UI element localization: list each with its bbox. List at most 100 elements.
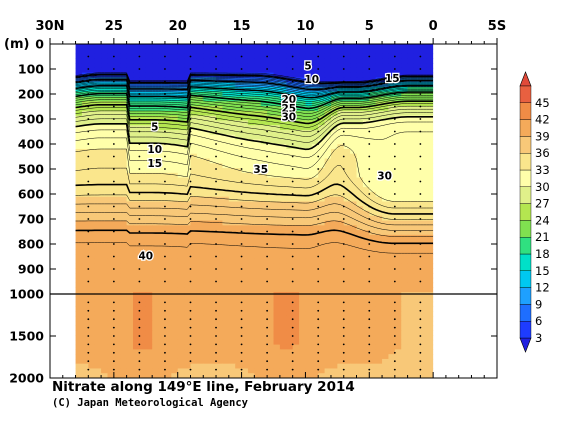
field-cell	[311, 91, 319, 98]
field-cell	[413, 53, 421, 59]
field-cell	[330, 373, 338, 378]
field-cell	[273, 182, 281, 188]
field-cell	[254, 363, 262, 370]
field-cell	[254, 220, 262, 226]
field-cell	[171, 58, 179, 64]
sample-dot	[368, 130, 371, 133]
field-cell	[369, 354, 377, 360]
field-cell	[350, 168, 358, 174]
y-tick-label: 2000	[9, 371, 44, 386]
field-cell	[305, 287, 313, 293]
field-cell	[305, 134, 313, 141]
field-cell	[145, 239, 153, 245]
field-cell	[273, 196, 281, 203]
field-cell	[407, 330, 415, 336]
field-cell	[171, 187, 179, 193]
field-cell	[120, 101, 128, 107]
field-cell	[382, 277, 390, 284]
field-cell	[107, 125, 115, 131]
field-cell	[171, 339, 179, 346]
field-cell	[120, 148, 128, 155]
field-cell	[113, 292, 121, 298]
field-cell	[420, 101, 428, 107]
field-cell	[260, 187, 268, 193]
field-cell	[362, 187, 370, 193]
field-cell	[318, 110, 326, 117]
field-cell	[401, 230, 409, 236]
field-cell	[88, 168, 96, 174]
field-cell	[292, 67, 300, 74]
sample-dot	[215, 268, 217, 270]
field-cell	[139, 234, 147, 241]
field-cell	[247, 373, 255, 378]
field-cell	[126, 296, 134, 303]
field-cell	[184, 168, 192, 174]
field-cell	[247, 358, 255, 365]
field-cell	[369, 153, 377, 160]
field-cell	[126, 134, 134, 141]
field-cell	[107, 196, 115, 203]
field-cell	[241, 215, 249, 222]
field-cell	[203, 373, 211, 378]
field-cell	[203, 239, 211, 245]
field-cell	[139, 53, 147, 59]
field-cell	[305, 368, 313, 374]
field-cell	[382, 134, 390, 141]
field-cell	[235, 44, 243, 50]
field-cell	[145, 187, 153, 193]
field-cell	[152, 125, 160, 131]
field-cell	[343, 72, 351, 78]
field-cell	[107, 306, 115, 312]
field-cell	[394, 273, 402, 279]
field-cell	[113, 358, 121, 365]
field-cell	[145, 292, 153, 298]
field-cell	[94, 96, 102, 102]
field-cell	[299, 296, 307, 303]
field-cell	[81, 187, 89, 193]
field-cell	[260, 354, 268, 360]
field-cell	[388, 196, 396, 203]
field-cell	[196, 153, 204, 160]
field-cell	[126, 239, 134, 245]
field-cell	[407, 311, 415, 317]
sample-dot	[112, 230, 115, 233]
field-cell	[273, 368, 281, 374]
field-cell	[203, 263, 211, 269]
field-cell	[305, 220, 313, 226]
field-cell	[216, 273, 224, 279]
field-cell	[350, 225, 358, 231]
field-cell	[254, 268, 262, 274]
field-cell	[247, 215, 255, 222]
field-cell	[171, 320, 179, 327]
field-cell	[139, 168, 147, 174]
field-cell	[286, 306, 294, 312]
field-cell	[75, 86, 83, 93]
field-cell	[184, 315, 192, 322]
field-cell	[152, 277, 160, 284]
field-cell	[305, 230, 313, 236]
field-cell	[330, 168, 338, 174]
field-cell	[164, 354, 172, 360]
field-cell	[145, 48, 153, 55]
field-cell	[145, 53, 153, 59]
field-cell	[286, 368, 294, 374]
field-cell	[273, 325, 281, 331]
field-cell	[407, 268, 415, 274]
field-cell	[139, 306, 147, 312]
field-cell	[171, 72, 179, 78]
field-cell	[273, 230, 281, 236]
field-cell	[113, 230, 121, 236]
field-cell	[171, 234, 179, 241]
field-cell	[279, 168, 287, 174]
field-cell	[164, 91, 172, 98]
field-cell	[286, 354, 294, 360]
field-cell	[228, 301, 236, 308]
sample-dot	[342, 230, 345, 233]
field-cell	[152, 91, 160, 98]
field-cell	[145, 282, 153, 288]
field-cell	[343, 63, 351, 69]
field-cell	[216, 296, 224, 303]
field-cell	[279, 287, 287, 293]
field-cell	[190, 249, 198, 255]
field-cell	[260, 44, 268, 50]
